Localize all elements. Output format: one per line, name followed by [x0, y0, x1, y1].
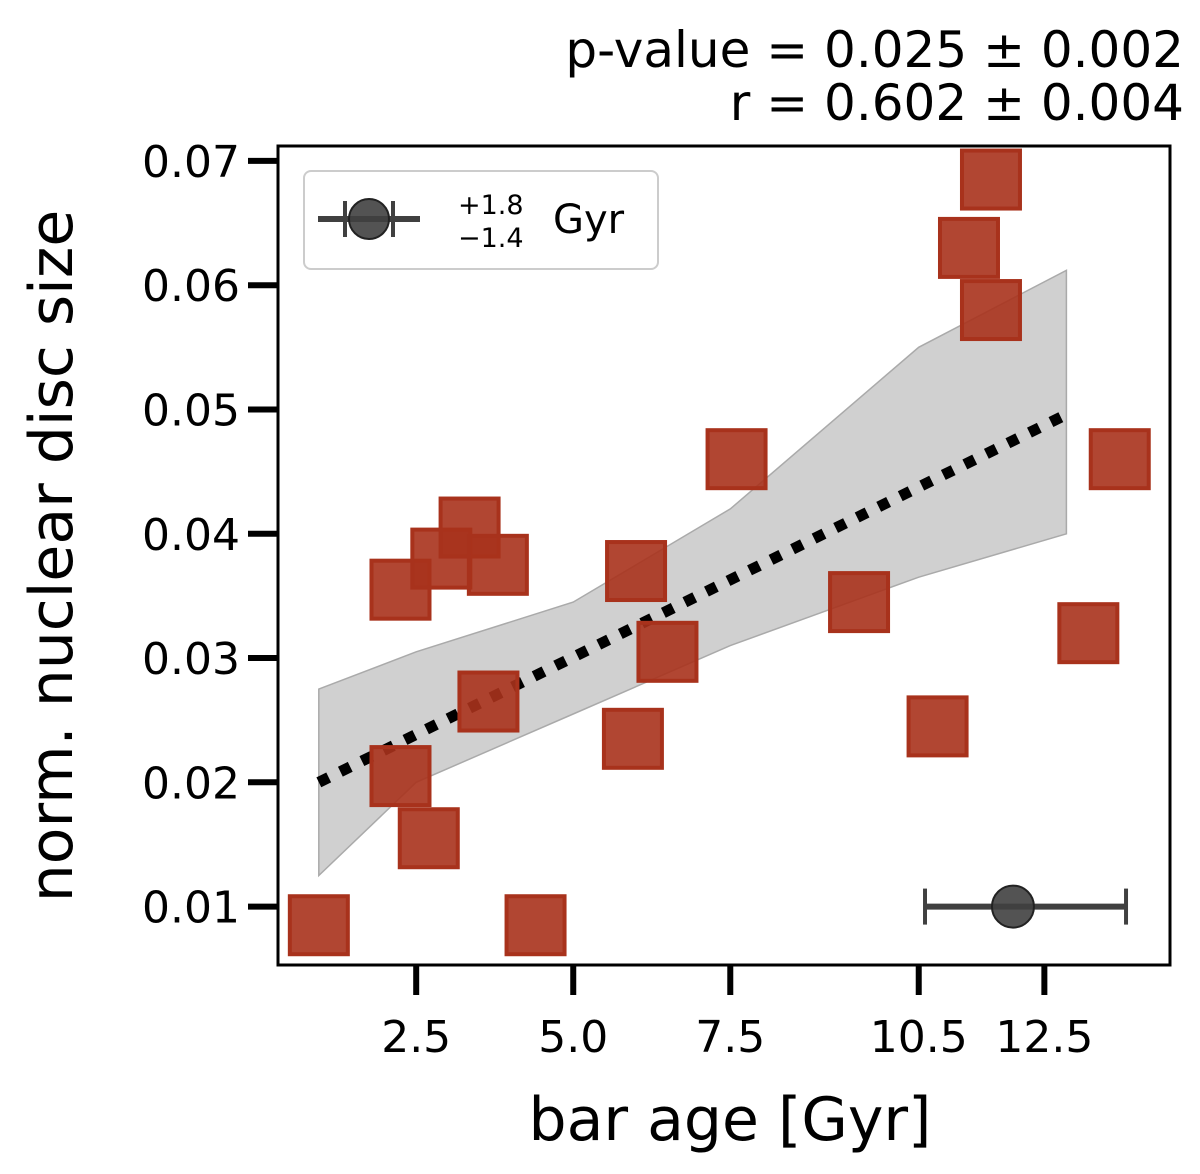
data-point [959, 148, 1022, 211]
data-point [828, 571, 891, 634]
data-point [1088, 428, 1151, 491]
data-point [287, 894, 350, 957]
y-tick-label: 0.01 [142, 883, 240, 934]
data-point [605, 540, 668, 603]
data-point [504, 894, 567, 957]
data-point [1057, 602, 1120, 665]
data-point [906, 695, 969, 758]
data-points-layer [287, 148, 1151, 957]
legend-box [303, 170, 659, 270]
reference-errorbar-marker [990, 884, 1035, 929]
p-value-annotation: p-value = 0.025 ± 0.002 [565, 21, 1184, 79]
legend-unit-label: Gyr [553, 197, 625, 243]
x-tick-label: 10.5 [870, 1012, 968, 1063]
fit-line-layer [316, 409, 1069, 788]
data-point [601, 707, 664, 770]
y-tick-label: 0.04 [142, 510, 240, 561]
x-tick-label: 7.5 [695, 1012, 765, 1063]
y-tick-label: 0.02 [142, 758, 240, 809]
x-ticks: 2.5 5.0 7.5 10.5 12.5 [381, 965, 1093, 1063]
legend-sup-lower: −1.4 [458, 223, 524, 254]
y-tick-label: 0.06 [142, 261, 240, 312]
data-point [636, 620, 699, 683]
r-annotation: r = 0.602 ± 0.004 [730, 74, 1184, 132]
data-point [397, 807, 460, 870]
x-tick-label: 12.5 [995, 1012, 1093, 1063]
y-tick-label: 0.07 [142, 137, 240, 188]
y-tick-label: 0.05 [142, 385, 240, 436]
reference-errorbar-layer [923, 884, 1129, 929]
data-point [959, 279, 1022, 342]
x-tick-label: 5.0 [538, 1012, 608, 1063]
data-point [457, 670, 520, 733]
x-axis-label: bar age [Gyr] [529, 1085, 932, 1155]
data-point [937, 216, 1000, 279]
y-tick-label: 0.03 [142, 634, 240, 685]
data-point [705, 428, 768, 491]
y-axis-label: norm. nuclear disc size [17, 210, 87, 903]
plot-frame [276, 144, 1172, 967]
x-tick-label: 2.5 [381, 1012, 451, 1063]
legend: +1.8 −1.4 Gyr [303, 170, 659, 270]
y-ticks: 0.01 0.02 0.03 0.04 0.05 0.06 0.07 [142, 137, 278, 934]
legend-marker [348, 198, 390, 240]
data-point [369, 745, 432, 808]
data-point [466, 533, 529, 596]
fit-line [316, 409, 1069, 788]
legend-sup-upper: +1.8 [458, 190, 524, 221]
